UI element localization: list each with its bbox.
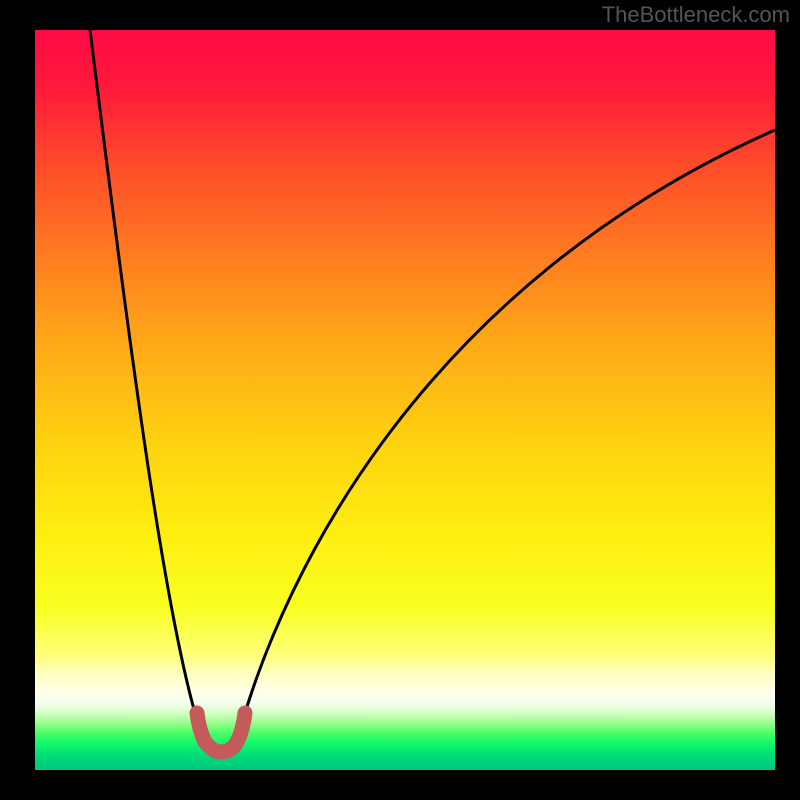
curve-layer xyxy=(35,30,775,770)
curve-left-branch xyxy=(90,30,200,730)
marker-dot xyxy=(190,706,204,720)
curve-right-branch xyxy=(240,130,775,730)
plot-area xyxy=(35,30,775,770)
marker-dot xyxy=(238,706,252,720)
marker-dot xyxy=(192,718,206,732)
watermark-text: TheBottleneck.com xyxy=(602,2,790,28)
bottom-marker xyxy=(190,706,252,752)
